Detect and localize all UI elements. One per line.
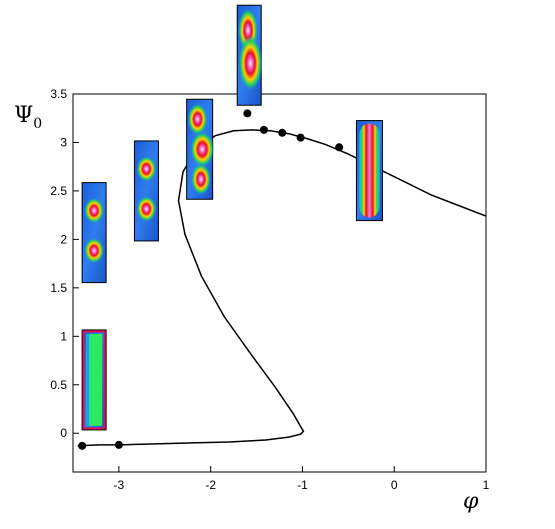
y-axis-title: Ψ0 (14, 103, 42, 132)
y-tick-label: 2.5 (50, 184, 67, 198)
pattern-inset-rectangle-flat (81, 329, 107, 431)
y-tick-label: 1 (60, 329, 67, 343)
data-point (296, 133, 305, 142)
y-tick-label: 0 (60, 426, 67, 440)
data-point (259, 125, 268, 134)
y-axis-title-subscript: 0 (33, 116, 42, 132)
y-tick-label: 2 (60, 232, 67, 246)
x-tick-label: -1 (297, 478, 308, 492)
x-tick-label: 0 (391, 478, 398, 492)
y-tick-label: 1.5 (50, 281, 67, 295)
y-tick-label: 0.5 (50, 378, 67, 392)
insets (81, 4, 383, 431)
x-axis-title: φ (463, 489, 479, 514)
data-point (278, 128, 287, 137)
ticks: -3 -2 -1 0 1 0 0.5 1 1.5 2 2.5 3 3.5 (50, 87, 489, 492)
x-tick-label: 1 (483, 478, 490, 492)
data-point (114, 440, 123, 449)
plot-frame (72, 93, 487, 473)
data-point (78, 441, 87, 450)
y-axis-title-symbol: Ψ (14, 103, 33, 128)
markers (78, 109, 344, 450)
pattern-inset-single-column (355, 120, 383, 222)
y-tick-label: 3.5 (50, 87, 67, 101)
pattern-inset-two-blobs (133, 140, 159, 242)
y-tick-label: 3 (60, 135, 67, 149)
pattern-inset-two-blobs (81, 182, 107, 284)
pattern-inset-elongated-chain (236, 4, 263, 106)
data-point (335, 143, 344, 152)
x-tick-label: -2 (205, 478, 216, 492)
x-tick-label: -3 (114, 478, 125, 492)
curves (77, 129, 487, 447)
data-point (243, 109, 252, 118)
axes-box (72, 93, 487, 473)
pattern-inset-wavy-chain (186, 98, 215, 200)
solution-curve (77, 129, 487, 447)
